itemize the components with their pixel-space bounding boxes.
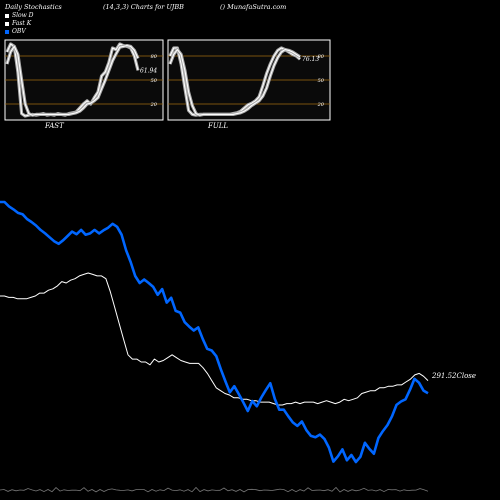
tick-label-full-50: 50 <box>318 78 325 84</box>
chart-header-right: () MunafaSutra.com <box>220 3 287 11</box>
tick-label-fast-80: 80 <box>151 54 158 60</box>
price-line <box>0 272 429 406</box>
series-line-fast-slow-d <box>6 45 139 116</box>
tick-label-fast-20: 20 <box>150 102 158 108</box>
legend-item-slow-d: Slow D <box>5 12 34 19</box>
tick-label-fast-50: 50 <box>151 78 158 84</box>
series-line-full-full-d <box>169 49 301 116</box>
tick-label-full-20: 20 <box>317 102 325 108</box>
tick-label-full-80: 80 <box>318 54 325 60</box>
legend-swatch-fast-k <box>5 21 9 26</box>
chart-header-middle: (14,3,3) Charts for UJBB <box>103 3 184 11</box>
last-value-label-full: 76.13 <box>302 56 319 63</box>
legend-swatch-slow-d <box>5 13 9 18</box>
legend-item-obv: OBV <box>5 28 26 35</box>
close-price-label: 291.52Close <box>432 372 477 380</box>
panel-title-full: FULL <box>208 122 229 130</box>
legend-label-fast-k: Fast K <box>12 20 32 27</box>
legend-swatch-obv <box>5 29 9 34</box>
legend-label-obv: OBV <box>12 28 26 35</box>
legend-label-slow-d: Slow D <box>12 12 34 19</box>
legend-item-fast-k: Fast K <box>5 20 31 27</box>
last-value-label-fast: 61.94 <box>140 67 157 74</box>
volume-baseline <box>0 486 429 493</box>
chart-header-left: Daily Stochastics <box>5 3 62 11</box>
obv-line <box>0 200 429 464</box>
panel-title-fast: FAST <box>45 122 64 130</box>
